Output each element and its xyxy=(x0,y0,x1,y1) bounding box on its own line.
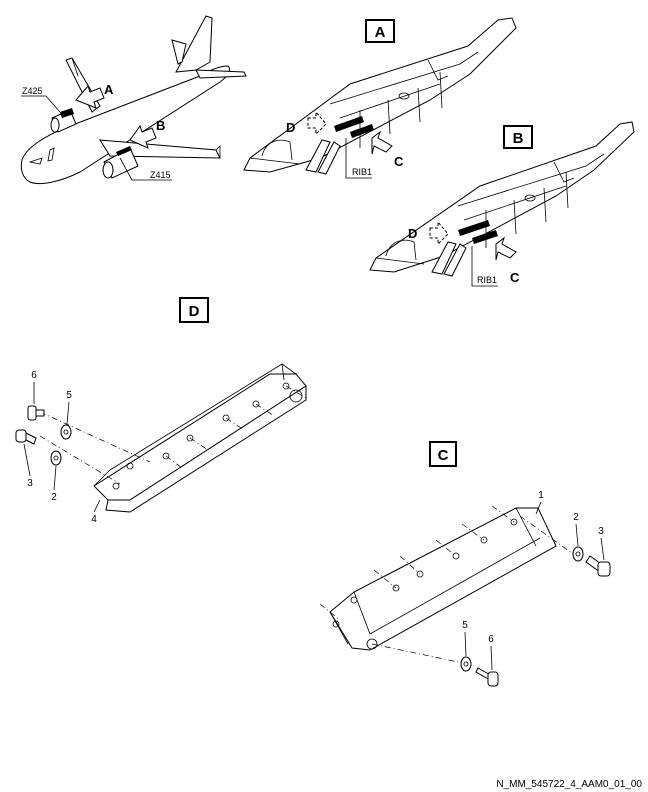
zone-z415-label: Z415 xyxy=(150,170,171,180)
detail-c-bracket xyxy=(329,507,557,651)
detail-c-item-1: 1 xyxy=(538,490,544,501)
figure-reference-code: N_MM_545722_4_AAM0_01_00 xyxy=(496,779,642,790)
view-a-rib-label: RIB1 xyxy=(352,167,372,177)
view-a-label-d: D xyxy=(286,120,295,135)
view-b-rib-label: RIB1 xyxy=(477,275,497,285)
detail-d: D 6 5 3 2 xyxy=(15,297,307,525)
detail-c-item-6: 6 xyxy=(488,634,494,645)
arrow-b-label: B xyxy=(156,118,165,133)
detail-d-item-2: 2 xyxy=(51,492,57,503)
aircraft-h-stabilizer xyxy=(195,69,247,79)
detail-c: C 1 2 3 5 6 xyxy=(319,441,611,687)
view-b-arrow-c-icon xyxy=(495,236,517,261)
view-b-label-d: D xyxy=(408,226,417,241)
aircraft-vertical-tail xyxy=(175,15,213,73)
view-b: B D C RIB1 xyxy=(369,121,635,287)
view-a: A D C RIB1 xyxy=(243,17,517,179)
detail-d-item-5: 5 xyxy=(66,390,72,401)
detail-d-item-4: 4 xyxy=(91,514,97,525)
detail-d-item-6: 6 xyxy=(31,370,37,381)
view-a-arrow-c-icon xyxy=(371,130,393,155)
view-a-label-c: C xyxy=(394,154,404,169)
view-a-title: A xyxy=(375,24,386,41)
detail-d-title: D xyxy=(189,303,200,320)
detail-c-item-3: 3 xyxy=(598,526,604,537)
view-a-arrow-d-icon xyxy=(307,110,327,136)
detail-c-item-2: 2 xyxy=(573,512,579,523)
view-b-title: B xyxy=(513,130,524,147)
detail-d-item-3: 3 xyxy=(27,478,33,489)
aircraft-overview: A B Z425 Z415 xyxy=(20,15,247,185)
arrow-b-icon xyxy=(129,124,157,149)
detail-d-bracket xyxy=(93,373,307,501)
view-b-label-c: C xyxy=(510,270,520,285)
arrow-a-icon xyxy=(75,85,105,109)
zone-z425-label: Z425 xyxy=(22,86,43,96)
view-b-arrow-d-icon xyxy=(429,220,449,246)
arrow-a-label: A xyxy=(104,82,114,97)
detail-c-item-5: 5 xyxy=(462,620,468,631)
detail-c-title: C xyxy=(438,447,449,464)
